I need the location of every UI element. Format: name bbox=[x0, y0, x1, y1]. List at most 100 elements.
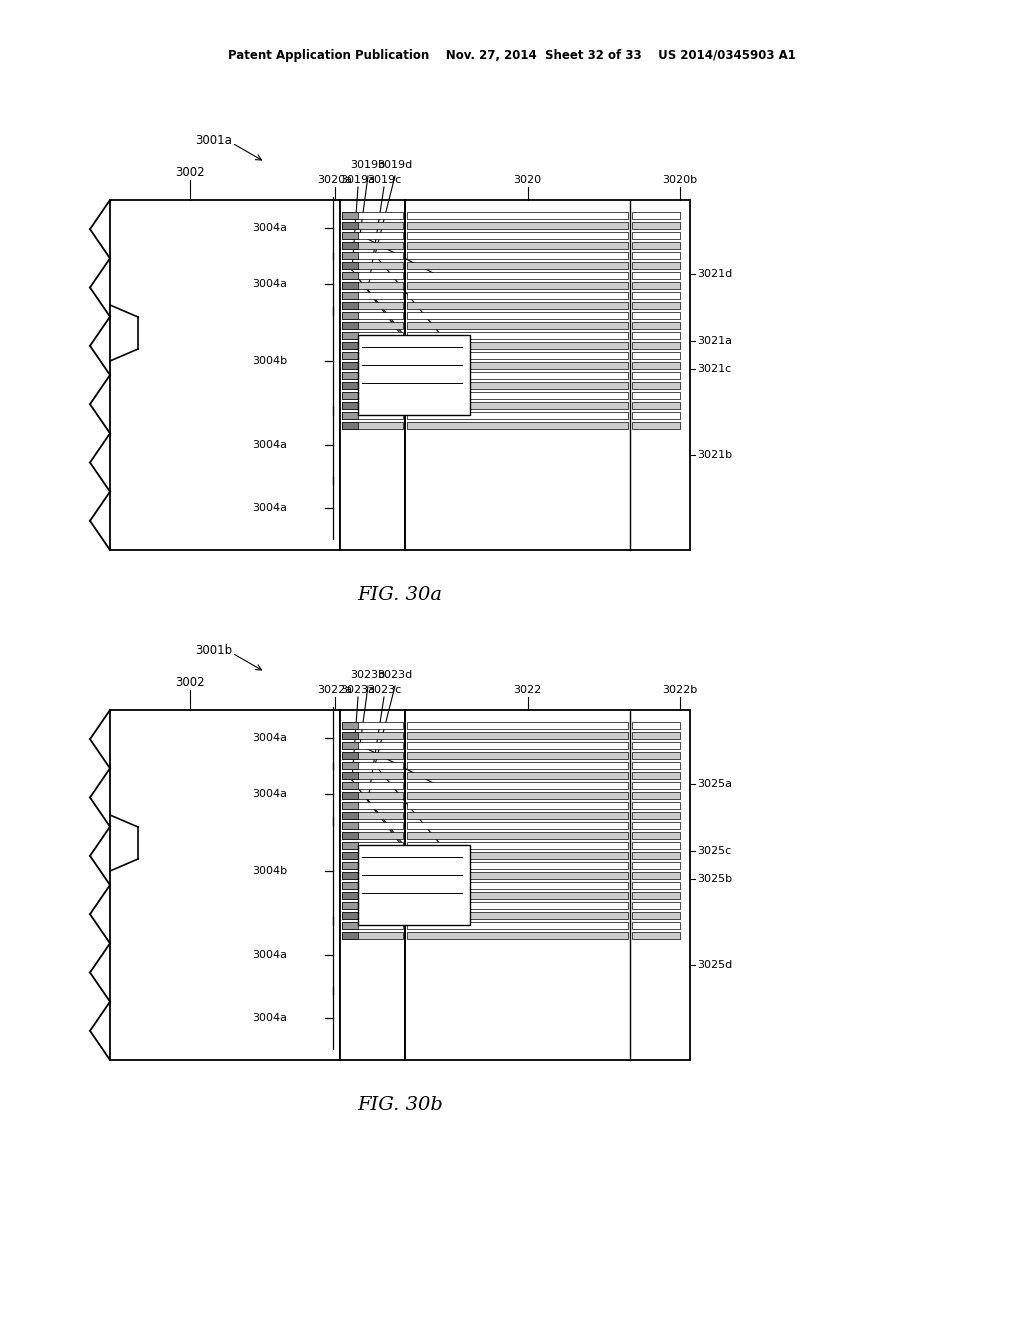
Bar bbox=[342, 912, 403, 919]
Text: Patent Application Publication    Nov. 27, 2014  Sheet 32 of 33    US 2014/03459: Patent Application Publication Nov. 27, … bbox=[228, 49, 796, 62]
Text: 3019c: 3019c bbox=[367, 176, 401, 185]
Bar bbox=[342, 882, 358, 888]
Bar bbox=[342, 412, 358, 418]
Bar bbox=[342, 261, 358, 269]
Bar bbox=[342, 762, 358, 770]
Bar bbox=[342, 213, 358, 219]
Text: 3022a: 3022a bbox=[317, 685, 352, 696]
Bar bbox=[632, 322, 680, 329]
Text: 3002: 3002 bbox=[175, 165, 205, 178]
Text: 3019a: 3019a bbox=[341, 176, 376, 185]
Bar bbox=[342, 333, 403, 339]
Bar bbox=[342, 352, 403, 359]
Bar bbox=[407, 422, 628, 429]
Text: 3004a: 3004a bbox=[252, 279, 287, 289]
Bar bbox=[632, 803, 680, 809]
Text: 3021d: 3021d bbox=[697, 269, 732, 279]
Bar bbox=[632, 362, 680, 370]
Bar bbox=[342, 842, 403, 849]
Bar bbox=[342, 902, 358, 909]
Bar bbox=[407, 322, 628, 329]
Bar bbox=[342, 781, 403, 789]
Bar bbox=[632, 921, 680, 929]
Bar bbox=[342, 862, 403, 869]
Bar bbox=[632, 832, 680, 840]
Text: 3001b: 3001b bbox=[195, 644, 232, 656]
Bar bbox=[632, 752, 680, 759]
Bar bbox=[407, 292, 628, 300]
Bar bbox=[407, 902, 628, 909]
Bar bbox=[407, 403, 628, 409]
Bar bbox=[632, 812, 680, 818]
Bar bbox=[632, 742, 680, 748]
Bar bbox=[342, 873, 358, 879]
Bar bbox=[342, 352, 358, 359]
Bar bbox=[342, 921, 358, 929]
Bar bbox=[342, 242, 358, 249]
Text: 3004a: 3004a bbox=[252, 733, 287, 743]
Bar bbox=[342, 213, 403, 219]
Bar bbox=[407, 851, 628, 859]
Bar bbox=[406, 201, 690, 550]
Bar bbox=[342, 932, 358, 939]
Bar bbox=[342, 302, 358, 309]
Bar bbox=[342, 372, 403, 379]
Text: 3025b: 3025b bbox=[697, 874, 732, 884]
Bar bbox=[358, 335, 470, 414]
Bar bbox=[342, 873, 403, 879]
Bar bbox=[632, 781, 680, 789]
Bar bbox=[407, 832, 628, 840]
Bar bbox=[407, 312, 628, 319]
Text: 3023c: 3023c bbox=[367, 685, 401, 696]
Bar bbox=[407, 733, 628, 739]
Bar bbox=[632, 272, 680, 279]
Bar bbox=[342, 362, 358, 370]
Bar bbox=[632, 851, 680, 859]
Bar bbox=[632, 252, 680, 259]
Bar bbox=[342, 851, 403, 859]
Bar bbox=[407, 842, 628, 849]
Bar bbox=[342, 333, 358, 339]
Bar bbox=[407, 252, 628, 259]
Text: 3019b: 3019b bbox=[350, 160, 386, 170]
Bar bbox=[407, 752, 628, 759]
Bar bbox=[342, 272, 403, 279]
Bar bbox=[342, 832, 358, 840]
Bar bbox=[407, 882, 628, 888]
Text: 3023a: 3023a bbox=[341, 685, 376, 696]
Text: 3020a: 3020a bbox=[317, 176, 352, 185]
Bar bbox=[340, 201, 406, 550]
Bar bbox=[342, 812, 358, 818]
Bar bbox=[407, 722, 628, 729]
Bar bbox=[342, 752, 358, 759]
Bar bbox=[342, 842, 358, 849]
Bar bbox=[342, 803, 358, 809]
Bar bbox=[632, 842, 680, 849]
Bar bbox=[632, 302, 680, 309]
Bar bbox=[632, 232, 680, 239]
Bar bbox=[632, 352, 680, 359]
Text: 3004b: 3004b bbox=[252, 356, 287, 366]
Bar bbox=[407, 892, 628, 899]
Bar bbox=[632, 733, 680, 739]
Bar bbox=[407, 762, 628, 770]
Bar bbox=[407, 392, 628, 399]
Bar bbox=[342, 752, 403, 759]
Text: 3022b: 3022b bbox=[663, 685, 697, 696]
Bar bbox=[342, 912, 358, 919]
Bar bbox=[342, 372, 358, 379]
Bar bbox=[407, 781, 628, 789]
Bar bbox=[342, 812, 403, 818]
Bar bbox=[342, 781, 358, 789]
Bar bbox=[342, 882, 403, 888]
Bar bbox=[407, 372, 628, 379]
Bar bbox=[407, 412, 628, 418]
Bar bbox=[342, 902, 403, 909]
Bar bbox=[342, 342, 358, 348]
Bar bbox=[632, 403, 680, 409]
Bar bbox=[342, 242, 403, 249]
Bar bbox=[342, 412, 403, 418]
Bar bbox=[342, 832, 403, 840]
Bar bbox=[632, 412, 680, 418]
Bar bbox=[407, 242, 628, 249]
